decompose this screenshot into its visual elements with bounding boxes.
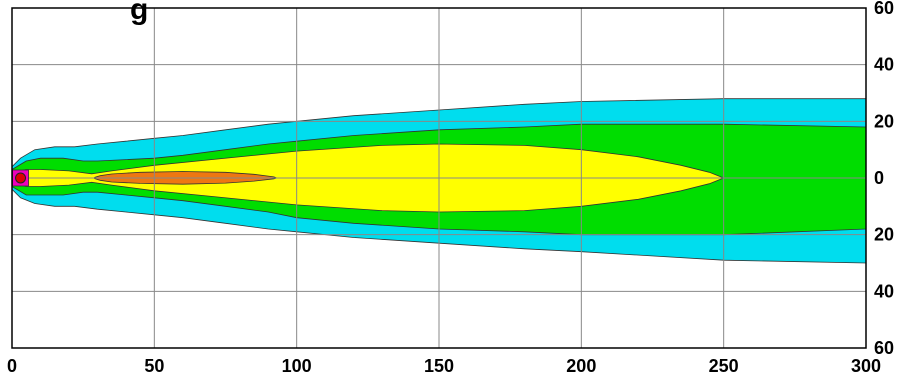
x-tick-label: 0 [7, 356, 17, 376]
source-marker-inner [15, 172, 27, 184]
source-marker [12, 169, 29, 187]
x-tick-label: 50 [144, 356, 164, 376]
plot-frame [11, 7, 867, 349]
x-tick-label: 250 [709, 356, 739, 376]
y-tick-label: 40 [874, 281, 894, 301]
y-tick-label: 0 [874, 168, 884, 188]
x-tick-label: 300 [851, 356, 881, 376]
x-axis-ticks: 0 50 100 150 200 250 300 [7, 356, 881, 376]
y-tick-label: 20 [874, 225, 894, 245]
y-tick-label: 40 [874, 55, 894, 75]
y-axis-ticks: 60 40 20 0 20 40 60 [874, 0, 894, 358]
chart-title: g [130, 0, 148, 26]
y-tick-label: 60 [874, 338, 894, 358]
x-tick-label: 200 [566, 356, 596, 376]
x-tick-label: 150 [424, 356, 454, 376]
y-tick-label: 20 [874, 111, 894, 131]
grid-lines [11, 7, 867, 349]
x-tick-label: 100 [282, 356, 312, 376]
y-tick-label: 60 [874, 0, 894, 18]
